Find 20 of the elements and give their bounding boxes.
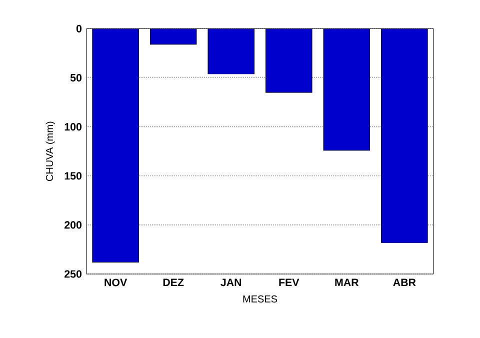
bar	[323, 28, 370, 151]
y-tick-label: 200	[64, 221, 82, 229]
y-tick-label: 100	[64, 123, 82, 131]
y-axis-title: CHUVA (mm)	[46, 122, 56, 182]
bar	[266, 28, 312, 93]
y-tick-label: 0	[76, 24, 82, 32]
x-tick-label: MAR	[335, 278, 359, 286]
y-tick-label: 250	[64, 270, 82, 278]
x-tick-label: DEZ	[163, 278, 184, 286]
x-tick-label: ABR	[393, 278, 416, 286]
y-tick-label: 150	[64, 172, 82, 180]
bar	[92, 28, 139, 262]
x-tick-label: JAN	[220, 278, 242, 286]
x-axis-title: MESES	[243, 295, 278, 302]
bar	[150, 28, 197, 45]
bar	[381, 28, 428, 243]
bar	[208, 28, 254, 74]
y-tick-label: 50	[70, 74, 82, 82]
x-tick-label: NOV	[104, 278, 128, 286]
x-tick-label: FEV	[279, 278, 300, 286]
